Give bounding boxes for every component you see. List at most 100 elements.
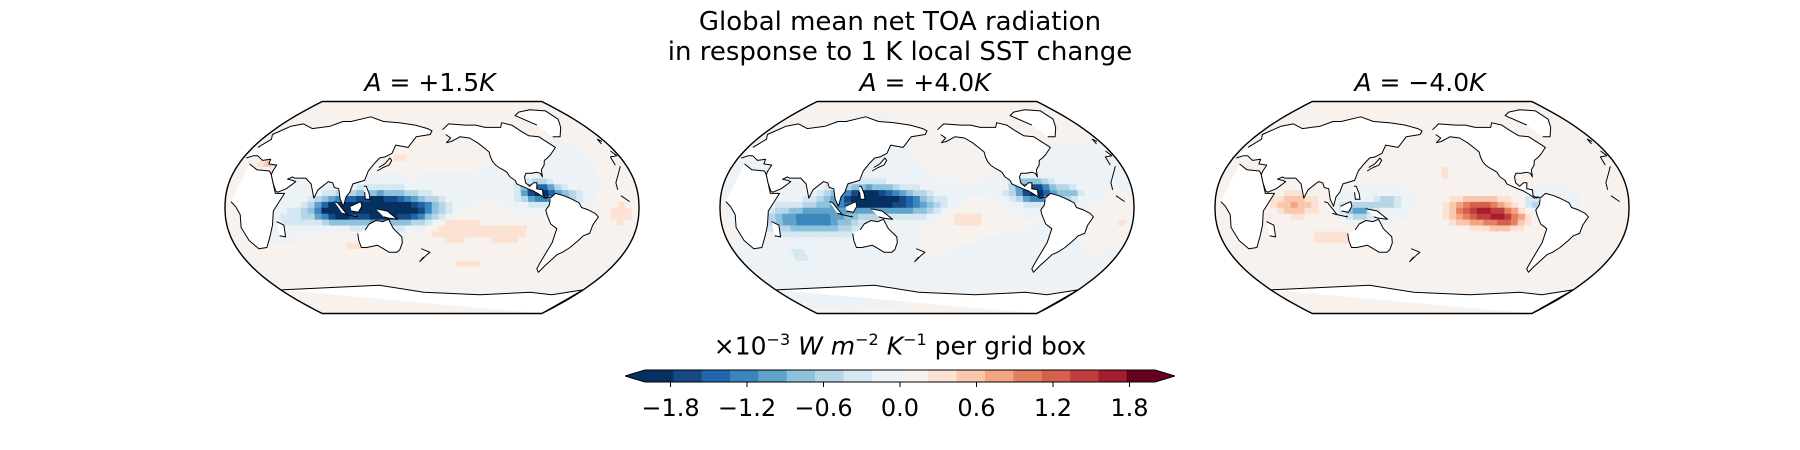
field-cell xyxy=(1091,195,1100,202)
field-cell xyxy=(919,189,928,196)
field-cell xyxy=(1009,201,1018,208)
field-cell xyxy=(926,154,934,161)
field-cell xyxy=(486,195,495,202)
field-cell xyxy=(1099,201,1107,208)
field-cell xyxy=(1112,195,1121,202)
field-cell xyxy=(458,230,467,238)
field-cell xyxy=(802,207,811,214)
field-cell xyxy=(424,171,433,179)
field-cell xyxy=(774,201,783,208)
field-cell xyxy=(534,195,543,202)
field-cell xyxy=(882,254,891,261)
field-cell xyxy=(944,260,953,267)
field-cell xyxy=(974,189,983,196)
land-polygon xyxy=(376,157,393,172)
field-cell xyxy=(457,166,466,173)
field-cell xyxy=(484,171,493,179)
field-cell xyxy=(974,195,983,202)
field-cell xyxy=(424,224,433,232)
field-cell xyxy=(602,189,612,196)
field-cell xyxy=(1421,272,1429,279)
field-cell xyxy=(438,213,447,220)
field-cell xyxy=(830,224,840,232)
field-cell xyxy=(602,219,612,226)
field-cell xyxy=(926,136,934,144)
field-cell xyxy=(307,207,316,214)
field-cell xyxy=(920,166,928,173)
field-cell xyxy=(514,207,523,214)
field-cell xyxy=(947,189,955,196)
field-cell xyxy=(774,213,783,220)
field-cell xyxy=(362,201,371,208)
field-cell xyxy=(498,230,507,238)
field-cell xyxy=(397,189,406,196)
field-cell xyxy=(966,177,975,185)
field-cell xyxy=(944,142,952,149)
field-cell xyxy=(823,213,832,220)
field-cell xyxy=(412,254,420,261)
panel-3-title-var: A xyxy=(1354,68,1372,97)
field-cell xyxy=(768,213,777,220)
field-cell xyxy=(479,189,488,196)
field-cell xyxy=(912,201,921,208)
field-cell xyxy=(411,219,419,226)
field-cell xyxy=(1421,277,1428,285)
field-cell xyxy=(427,307,433,314)
field-cell xyxy=(845,230,854,238)
field-cell xyxy=(781,195,790,202)
field-cell xyxy=(485,224,494,232)
field-cell xyxy=(438,189,446,196)
field-cell xyxy=(830,213,838,220)
field-cell xyxy=(540,224,549,232)
field-cell xyxy=(995,189,1003,196)
field-cell xyxy=(436,283,443,291)
field-cell xyxy=(1402,254,1410,261)
field-cell xyxy=(926,230,935,238)
panel-3-title: A = −4.0K xyxy=(1354,68,1486,97)
field-cell xyxy=(895,148,904,155)
field-cell xyxy=(397,177,406,185)
field-cell xyxy=(406,254,414,261)
field-cell xyxy=(781,207,790,214)
field-cell xyxy=(1439,266,1447,273)
field-cell xyxy=(293,213,302,220)
field-cell xyxy=(908,142,916,149)
field-cell xyxy=(431,171,440,179)
field-cell xyxy=(294,189,303,196)
field-cell xyxy=(945,160,954,167)
field-cell xyxy=(823,195,832,202)
field-cell xyxy=(896,266,905,273)
field-cell xyxy=(391,171,400,179)
field-cell xyxy=(907,254,915,261)
field-cell xyxy=(726,213,735,220)
field-cell xyxy=(431,242,439,249)
field-cell xyxy=(823,201,831,208)
field-cell xyxy=(384,171,393,179)
field-cell xyxy=(1071,195,1080,202)
field-cell xyxy=(1377,254,1386,261)
field-cell xyxy=(940,207,948,214)
field-cell xyxy=(926,248,934,255)
field-cell xyxy=(376,201,384,208)
field-cell xyxy=(959,166,968,173)
field-cell xyxy=(1112,201,1121,208)
field-cell xyxy=(919,213,928,220)
field-cell xyxy=(507,101,522,108)
field-cell xyxy=(397,213,405,220)
field-cell xyxy=(1016,201,1024,208)
field-cell xyxy=(431,183,440,191)
field-cell xyxy=(424,189,433,196)
field-cell xyxy=(286,195,295,202)
field-cell xyxy=(418,230,426,238)
field-cell xyxy=(919,177,928,185)
field-cell xyxy=(470,166,479,173)
field-cell xyxy=(521,207,529,214)
field-cell xyxy=(1021,224,1030,232)
field-cell xyxy=(329,230,339,238)
field-cell xyxy=(913,171,921,179)
field-cell xyxy=(906,230,914,238)
field-cell xyxy=(342,219,351,226)
land-polygon xyxy=(514,109,562,138)
field-cell xyxy=(946,166,954,173)
field-cell xyxy=(1415,272,1423,279)
